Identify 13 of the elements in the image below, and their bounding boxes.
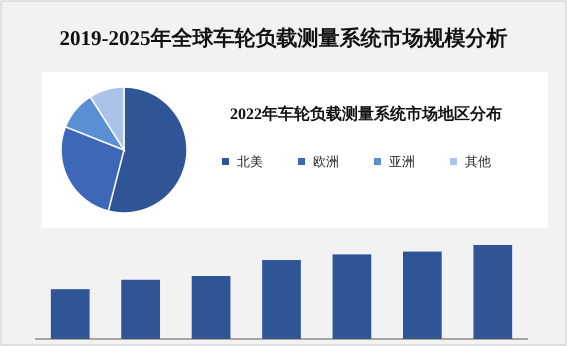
- bar: [121, 280, 160, 339]
- bar: [332, 254, 372, 339]
- bar: [402, 252, 442, 339]
- legend-label: 其他: [465, 154, 491, 169]
- legend-label: 亚洲: [389, 154, 415, 169]
- bar: [192, 276, 230, 339]
- text: 2022年车轮负载测量系统市场地区分布: [230, 105, 502, 123]
- legend-label: 欧洲: [313, 154, 339, 169]
- bar: [262, 260, 301, 339]
- bar: [50, 289, 90, 339]
- legend-label: 北美: [237, 154, 263, 169]
- chart-title: 2019-2025年全球车轮负载测量系统市场规模分析: [60, 26, 508, 50]
- bar: [473, 245, 512, 339]
